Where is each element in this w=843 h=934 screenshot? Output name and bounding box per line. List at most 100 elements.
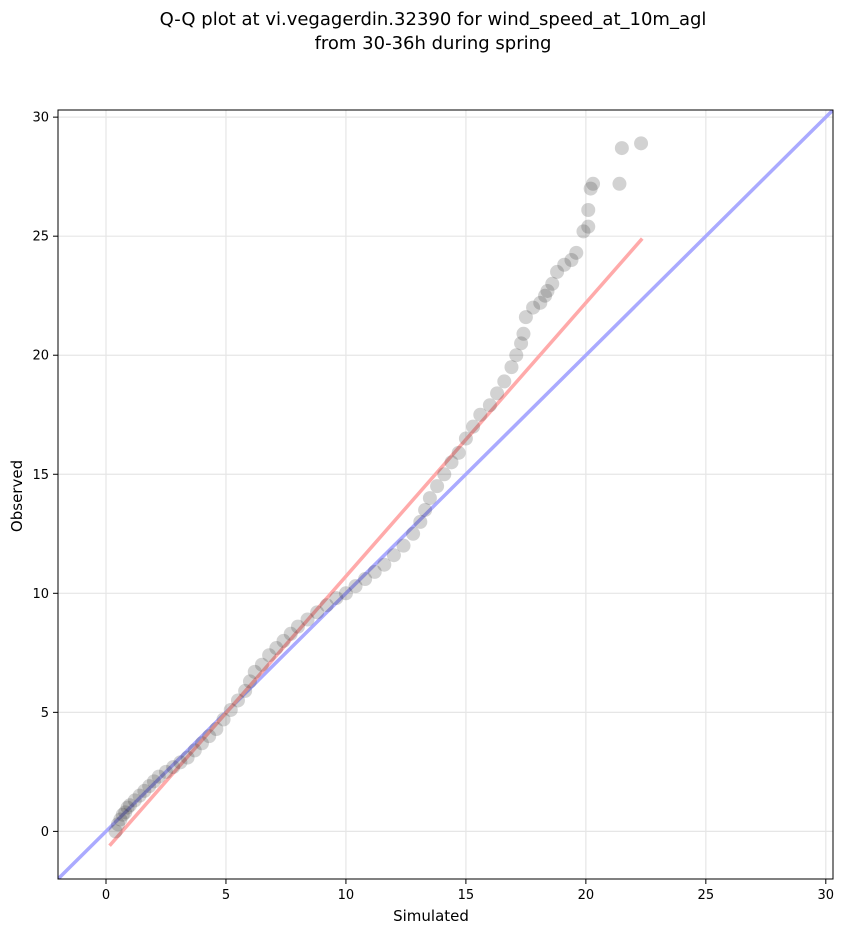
- data-point: [120, 800, 135, 815]
- data-point: [132, 788, 147, 803]
- data-point: [300, 612, 315, 627]
- data-point: [146, 774, 161, 789]
- data-point: [437, 467, 452, 482]
- data-point: [118, 805, 133, 820]
- x-tick-label: 25: [698, 888, 715, 903]
- data-point: [569, 245, 584, 260]
- chart-title-line-1: Q-Q plot at vi.vegagerdin.32390 for wind…: [160, 9, 707, 30]
- y-tick-label: 5: [41, 706, 49, 721]
- data-point: [466, 419, 481, 434]
- data-point: [422, 491, 437, 506]
- data-point: [586, 176, 601, 191]
- data-point: [158, 764, 173, 779]
- data-point: [540, 283, 555, 298]
- data-point: [490, 386, 505, 401]
- data-point: [634, 136, 649, 151]
- data-point: [216, 712, 231, 727]
- data-point: [504, 360, 519, 375]
- x-tick-label: 10: [338, 888, 355, 903]
- data-point: [533, 295, 548, 310]
- data-point: [113, 812, 128, 827]
- data-point: [458, 431, 473, 446]
- data-point: [557, 257, 572, 272]
- data-points: [108, 136, 649, 839]
- data-point: [247, 664, 262, 679]
- data-point: [581, 219, 596, 234]
- x-tick-label: 30: [818, 888, 835, 903]
- x-tick-label: 0: [102, 888, 110, 903]
- data-point: [290, 619, 305, 634]
- data-point: [108, 824, 123, 839]
- data-point: [451, 445, 466, 460]
- data-point: [509, 348, 524, 363]
- chart-title-line-2: from 30-36h during spring: [315, 33, 552, 54]
- data-point: [418, 502, 433, 517]
- data-point: [262, 648, 277, 663]
- data-point: [238, 683, 253, 698]
- data-point: [242, 674, 257, 689]
- data-point: [269, 641, 284, 656]
- data-point: [223, 702, 238, 717]
- data-point: [576, 224, 591, 239]
- data-point: [564, 252, 579, 267]
- x-tick-label: 20: [578, 888, 595, 903]
- identity-line: [58, 110, 833, 879]
- data-point: [473, 407, 488, 422]
- x-axis-ticks: 0 5 10 15 20 25 30: [102, 879, 834, 903]
- data-point: [406, 526, 421, 541]
- y-tick-label: 10: [32, 587, 49, 602]
- data-point: [518, 310, 533, 325]
- data-point: [358, 572, 373, 587]
- data-point: [254, 657, 269, 672]
- data-point: [338, 586, 353, 601]
- data-point: [516, 326, 531, 341]
- data-point: [127, 793, 142, 808]
- data-point: [151, 769, 166, 784]
- x-tick-label: 15: [458, 888, 475, 903]
- y-tick-label: 25: [32, 230, 49, 245]
- x-axis-label: Simulated: [393, 907, 469, 925]
- data-point: [545, 276, 560, 291]
- data-point: [187, 743, 202, 758]
- data-point: [526, 300, 541, 315]
- data-point: [276, 633, 291, 648]
- data-point: [444, 455, 459, 470]
- data-point: [180, 750, 195, 765]
- data-point: [377, 557, 392, 572]
- data-point: [209, 722, 224, 737]
- data-point: [230, 693, 245, 708]
- data-point: [514, 336, 529, 351]
- data-point: [166, 760, 181, 775]
- y-tick-label: 20: [32, 349, 49, 364]
- data-point: [348, 579, 363, 594]
- x-tick-label: 5: [222, 888, 230, 903]
- y-tick-label: 15: [32, 468, 49, 483]
- data-point: [142, 779, 157, 794]
- data-point: [583, 181, 598, 196]
- data-point: [413, 514, 428, 529]
- data-point: [386, 548, 401, 563]
- data-point: [310, 605, 325, 620]
- y-axis-ticks: 0 5 10 15 20 25 30: [32, 111, 58, 840]
- data-point: [329, 591, 344, 606]
- data-point: [202, 729, 217, 744]
- data-point: [319, 598, 334, 613]
- data-point: [173, 755, 188, 770]
- data-point: [367, 564, 382, 579]
- data-point: [482, 398, 497, 413]
- data-point: [283, 626, 298, 641]
- data-point: [122, 798, 137, 813]
- data-point: [430, 479, 445, 494]
- data-point: [115, 807, 130, 822]
- data-point: [194, 736, 209, 751]
- data-point: [581, 202, 596, 217]
- data-point: [497, 374, 512, 389]
- data-point: [396, 538, 411, 553]
- data-point: [137, 783, 152, 798]
- data-point: [550, 264, 565, 279]
- fit-line: [108, 237, 644, 847]
- reference-lines: [58, 110, 833, 879]
- y-axis-label: Observed: [8, 460, 26, 532]
- data-point: [538, 288, 553, 303]
